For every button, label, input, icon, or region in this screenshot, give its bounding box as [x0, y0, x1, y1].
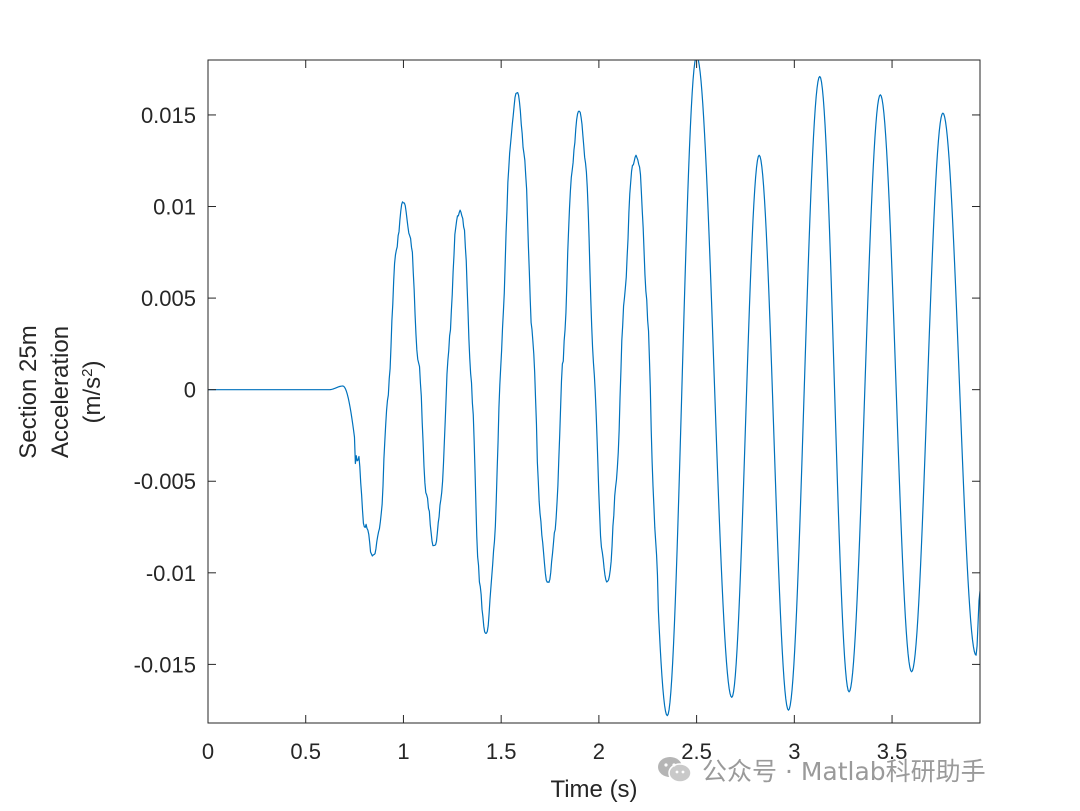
x-tick-label: 0.5: [290, 739, 321, 764]
x-axis: 0 0.5 1 1.5 2 2.5 3 3.5: [202, 60, 907, 764]
x-tick-label: 1: [397, 739, 409, 764]
y-axis-unit-superscript: 2: [79, 369, 96, 377]
y-axis-label-line-1: Section 25m: [15, 325, 42, 458]
y-tick-label: 0.015: [141, 103, 196, 128]
y-axis-label-line-2: Acceleration: [47, 326, 74, 458]
series-layer: [208, 60, 980, 717]
x-tick-label: 2: [593, 739, 605, 764]
y-tick-label: -0.005: [134, 469, 196, 494]
y-tick-label: -0.01: [146, 561, 196, 586]
x-tick-label: 2.5: [681, 739, 712, 764]
x-tick-label: 3.5: [877, 739, 908, 764]
y-tick-label: 0.005: [141, 286, 196, 311]
y-axis: 0.015 0.01 0.005 0 -0.005 -0.01 -0.015: [134, 103, 980, 677]
y-tick-label: -0.015: [134, 652, 196, 677]
watermark: 公众号 · Matlab科研助手: [656, 752, 1056, 788]
y-axis-unit-prefix: (m/s: [79, 377, 106, 424]
watermark-text: 公众号 · Matlab科研助手: [702, 757, 986, 786]
x-axis-label: Time (s): [550, 776, 637, 803]
series-line: [208, 60, 980, 717]
x-tick-label: 3: [788, 739, 800, 764]
wechat-icon: [658, 757, 692, 783]
x-tick-label: 0: [202, 739, 214, 764]
y-tick-label: 0: [184, 378, 196, 403]
plot-area: [208, 60, 980, 723]
x-tick-label: 1.5: [486, 739, 517, 764]
y-axis-unit-suffix: ): [79, 361, 106, 369]
plot-frame: [207, 59, 981, 724]
y-tick-label: 0.01: [153, 195, 196, 220]
y-axis-label: Section 25m Acceleration (m/s2): [15, 325, 106, 458]
y-axis-label-line-3: (m/s2): [79, 361, 107, 424]
